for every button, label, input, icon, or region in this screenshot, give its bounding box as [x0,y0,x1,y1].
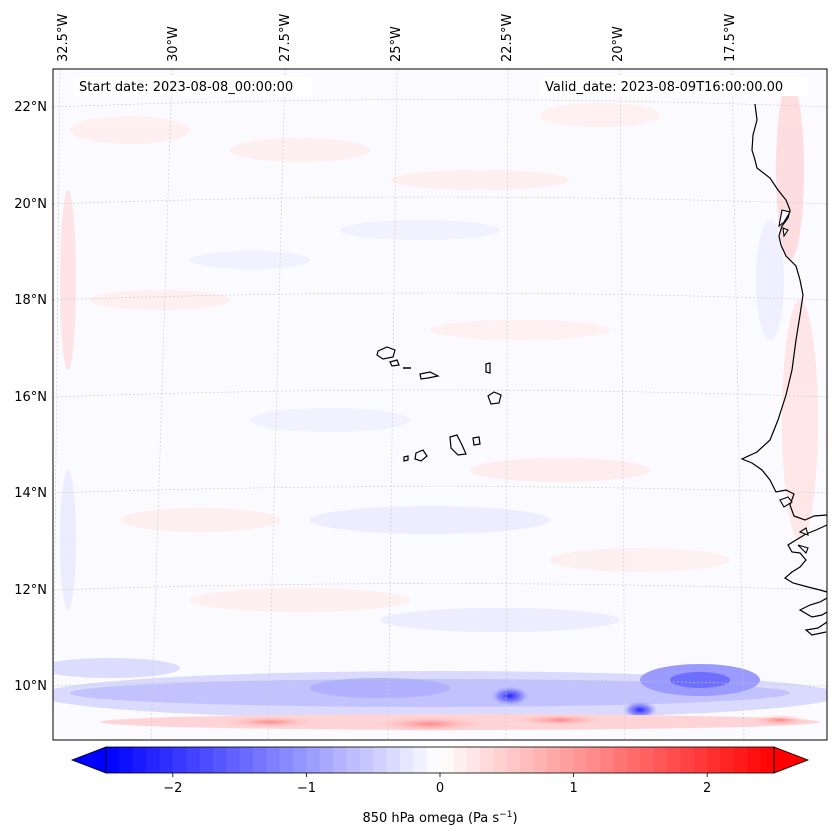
start-date-box: Start date: 2023-08-08_00:00:00 [74,77,312,96]
senegal-estuary [779,496,809,554]
valid-date-box: Valid_date: 2023-08-09T16:00:00.00 [540,77,808,96]
colorbar-step [333,747,347,773]
colorbar-step [653,747,668,773]
mauritania-coast-detail [778,209,791,238]
colorbar-tick-label: 0 [436,781,444,796]
colorbar-step [226,747,241,773]
colorbar-step [720,747,735,773]
lon-label: 30°W [166,26,181,62]
island-sao-nicolau [419,371,440,380]
colorbar-title: 850 hPa omega (Pa s−1) [362,810,517,826]
colorbar-step [386,747,401,773]
colorbar-step [533,747,548,773]
map-area [53,69,827,740]
map-frame [52,68,828,741]
colorbar-step [747,747,762,773]
colorbar-step [760,747,775,773]
colorbar-step [560,747,575,773]
colorbar-step [613,747,628,773]
colorbar-extend-min [70,746,107,774]
colorbar: −2 −1 0 1 2 850 hPa omega (Pa s−1) [70,746,810,826]
omega-southern-band [53,658,827,732]
colorbar-step [346,747,361,773]
latitude-labels: 22°N 20°N 18°N 16°N 14°N 12°N 10°N [14,100,47,694]
colorbar-step [573,747,588,773]
colorbar-tick-label: −1 [297,781,316,796]
colorbar-step [426,747,441,773]
island-boa-vista [487,391,502,405]
lat-label: 22°N [14,100,47,115]
colorbar-step [627,747,641,773]
colorbar-step [466,747,481,773]
colorbar-step [119,747,134,773]
lon-label: 27.5°W [278,14,293,62]
colorbar-step [640,747,655,773]
colorbar-step [520,747,535,773]
colorbar-step [399,747,414,773]
lat-label: 20°N [14,197,47,212]
colorbar-step [199,747,214,773]
lat-label: 10°N [14,679,47,694]
colorbar-step [306,747,321,773]
colorbar-step [186,747,201,773]
longitude-labels: 32.5°W 30°W 27.5°W 25°W 22.5°W 20°W 17.5… [56,14,738,62]
colorbar-step [693,747,708,773]
colorbar-step [680,747,695,773]
colorbar-step [266,747,281,773]
island-santo-antao [376,346,396,360]
colorbar-tick-label: −2 [163,781,182,796]
cape-verde-islands [376,346,502,462]
lon-label: 25°W [389,26,404,62]
island-brava [403,455,409,462]
colorbar-extend-max [773,746,810,774]
colorbar-step [373,747,388,773]
island-sal [485,362,491,374]
island-sao-vicente [389,359,400,367]
island-fogo [414,449,428,462]
colorbar-step [212,747,227,773]
lat-label: 14°N [14,486,47,501]
lon-label: 20°W [611,26,626,62]
valid-date-label: Valid_date: 2023-08-09T16:00:00.00 [545,80,783,95]
colorbar-steps [106,747,775,773]
colorbar-step [252,747,267,773]
colorbar-step [132,747,147,773]
colorbar-step [159,747,174,773]
island-maio [472,436,481,446]
colorbar-step [586,747,601,773]
colorbar-step [546,747,561,773]
colorbar-step [440,747,454,773]
start-date-label: Start date: 2023-08-08_00:00:00 [79,80,293,95]
colorbar-step [453,747,468,773]
africa-coastline [740,103,827,636]
island-santiago [449,434,467,456]
colorbar-tick-label: 1 [569,781,577,796]
lon-label: 17.5°W [723,14,738,62]
colorbar-step [493,747,508,773]
colorbar-step [279,747,294,773]
lon-label: 22.5°W [500,14,515,62]
colorbar-step [359,747,374,773]
colorbar-ticks: −2 −1 0 1 2 [163,773,711,796]
lat-label: 16°N [14,390,47,405]
colorbar-step [172,747,187,773]
colorbar-step [506,747,521,773]
colorbar-step [480,747,494,773]
colorbar-step [106,747,120,773]
colorbar-step [319,747,334,773]
colorbar-step [733,747,748,773]
lat-label: 12°N [14,583,47,598]
lat-label: 18°N [14,293,47,308]
colorbar-step [239,747,254,773]
colorbar-step [707,747,722,773]
omega-weak-patches [60,80,818,632]
colorbar-tick-label: 2 [703,781,711,796]
colorbar-step [600,747,615,773]
colorbar-step [413,747,428,773]
colorbar-step [293,747,307,773]
lon-label: 32.5°W [56,14,71,62]
colorbar-step [667,747,681,773]
colorbar-step [146,747,160,773]
